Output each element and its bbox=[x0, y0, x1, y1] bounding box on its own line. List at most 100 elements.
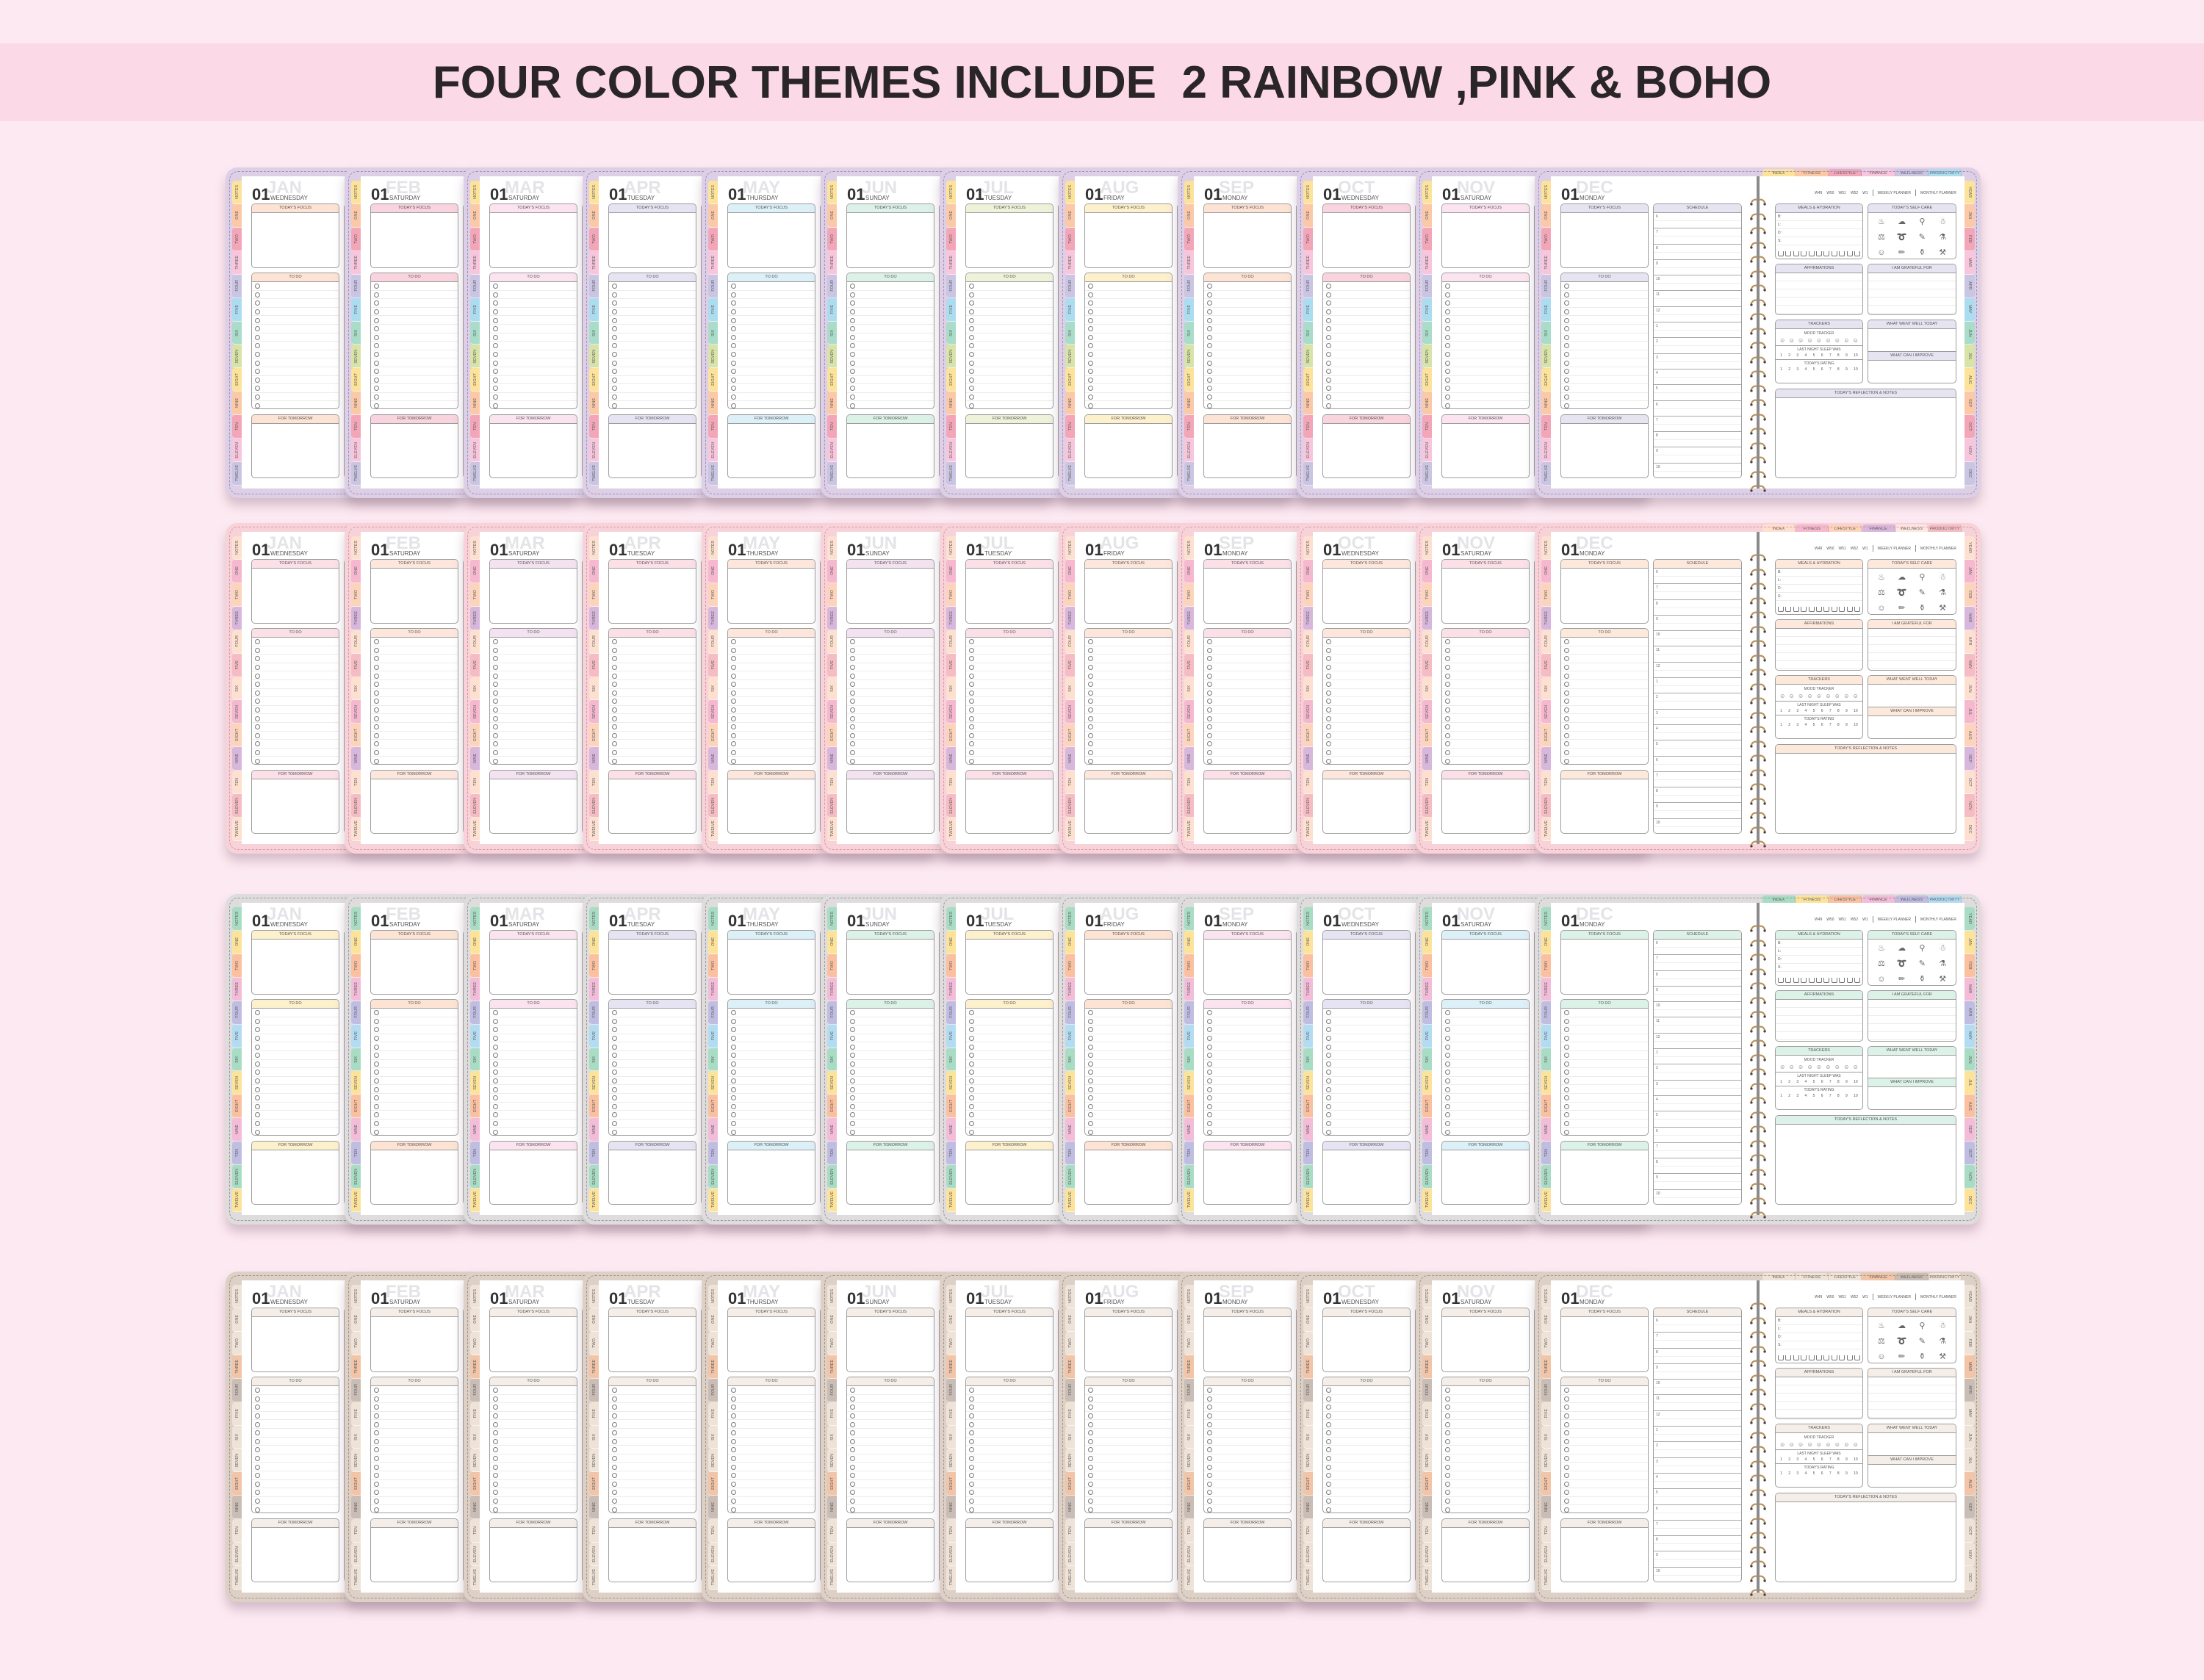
checkbox-circle-icon[interactable] bbox=[493, 1027, 498, 1032]
todo-item[interactable] bbox=[252, 714, 339, 723]
side-tab-three[interactable]: THREE bbox=[1422, 607, 1433, 630]
todo-item[interactable] bbox=[966, 1103, 1053, 1111]
side-tab-ten[interactable]: TEN bbox=[351, 771, 361, 794]
mood-face-icon[interactable]: ☺ bbox=[1789, 693, 1795, 699]
week-link[interactable]: W49 bbox=[1815, 547, 1822, 551]
todo-item[interactable] bbox=[371, 706, 458, 715]
todo-item[interactable] bbox=[1561, 638, 1648, 646]
sleep-rating-option[interactable]: 3 bbox=[1796, 353, 1798, 358]
todo-item[interactable] bbox=[847, 308, 934, 317]
side-tab-five[interactable]: FIVE bbox=[1541, 1025, 1552, 1048]
checkbox-circle-icon[interactable] bbox=[255, 1027, 260, 1032]
todo-item[interactable] bbox=[252, 358, 339, 367]
todo-item[interactable] bbox=[1442, 350, 1529, 359]
todo-item[interactable] bbox=[609, 1034, 696, 1043]
todo-item[interactable] bbox=[609, 646, 696, 655]
todo-item[interactable] bbox=[252, 1488, 339, 1497]
side-tab-seven[interactable]: SEVEN bbox=[1065, 1071, 1076, 1095]
todo-item[interactable] bbox=[728, 706, 815, 715]
for-tomorrow-box[interactable]: FOR TOMORROW bbox=[608, 414, 696, 478]
schedule-slot[interactable]: 2 bbox=[1654, 693, 1741, 709]
todo-box[interactable]: TO DO bbox=[251, 1377, 339, 1513]
side-tab-nine[interactable]: NINE bbox=[1422, 747, 1433, 771]
checkbox-circle-icon[interactable] bbox=[612, 1061, 617, 1067]
went-well-area[interactable] bbox=[1868, 329, 1956, 352]
checkbox-circle-icon[interactable] bbox=[1207, 716, 1212, 721]
checkbox-circle-icon[interactable] bbox=[850, 1019, 855, 1024]
todo-item[interactable] bbox=[1204, 1017, 1291, 1026]
todo-item[interactable] bbox=[252, 1094, 339, 1103]
checkbox-circle-icon[interactable] bbox=[374, 1388, 379, 1393]
month-tab-sep[interactable]: SEP bbox=[1964, 747, 1975, 771]
todo-item[interactable] bbox=[1204, 1120, 1291, 1128]
todo-item[interactable] bbox=[252, 638, 339, 646]
side-tab-twelve[interactable]: TWELVE bbox=[827, 1189, 838, 1212]
side-tab-five[interactable]: FIVE bbox=[708, 298, 719, 322]
todo-item[interactable] bbox=[1323, 663, 1410, 672]
water-glass-icon[interactable] bbox=[1823, 978, 1829, 983]
todo-item[interactable] bbox=[609, 740, 696, 749]
checkbox-circle-icon[interactable] bbox=[1445, 1130, 1450, 1135]
todo-item[interactable] bbox=[728, 1025, 815, 1034]
todo-item[interactable] bbox=[252, 1060, 339, 1069]
checkbox-circle-icon[interactable] bbox=[1207, 284, 1212, 289]
todo-item[interactable] bbox=[1085, 342, 1172, 350]
checkbox-circle-icon[interactable] bbox=[1326, 750, 1331, 755]
side-tab-twelve[interactable]: TWELVE bbox=[1065, 818, 1076, 841]
side-tab-one[interactable]: ONE bbox=[1184, 560, 1195, 583]
checkbox-circle-icon[interactable] bbox=[255, 309, 260, 314]
todo-item[interactable] bbox=[966, 646, 1053, 655]
todo-item[interactable] bbox=[966, 689, 1053, 698]
schedule-slot[interactable]: 4 bbox=[1654, 725, 1741, 740]
schedule-slot[interactable]: 8 bbox=[1654, 971, 1741, 987]
water-glass-icon[interactable] bbox=[1832, 251, 1837, 256]
todo-item[interactable] bbox=[966, 1060, 1053, 1069]
side-tab-twelve[interactable]: TWELVE bbox=[1184, 462, 1195, 486]
checkbox-circle-icon[interactable] bbox=[1326, 318, 1331, 323]
todo-item[interactable] bbox=[847, 342, 934, 350]
side-tab-twelve[interactable]: TWELVE bbox=[827, 462, 838, 486]
todo-item[interactable] bbox=[252, 1463, 339, 1471]
side-tab-five[interactable]: FIVE bbox=[708, 1025, 719, 1048]
checkbox-circle-icon[interactable] bbox=[1088, 1027, 1093, 1032]
checkbox-circle-icon[interactable] bbox=[612, 386, 617, 391]
todo-item[interactable] bbox=[728, 1042, 815, 1051]
checkbox-circle-icon[interactable] bbox=[1564, 318, 1569, 323]
todo-item[interactable] bbox=[1204, 367, 1291, 376]
month-tab-dec[interactable]: DEC bbox=[1964, 462, 1975, 486]
checkbox-circle-icon[interactable] bbox=[1445, 343, 1450, 348]
side-tab-seven[interactable]: SEVEN bbox=[1303, 700, 1314, 724]
side-tab-two[interactable]: TWO bbox=[589, 954, 599, 978]
checkbox-circle-icon[interactable] bbox=[1207, 361, 1212, 366]
checkbox-circle-icon[interactable] bbox=[493, 1095, 498, 1100]
checkbox-circle-icon[interactable] bbox=[1326, 284, 1331, 289]
side-tab-five[interactable]: FIVE bbox=[1422, 654, 1433, 677]
side-tab-eleven[interactable]: ELEVEN bbox=[827, 1165, 838, 1189]
checkbox-circle-icon[interactable] bbox=[1445, 699, 1450, 704]
todo-box[interactable]: TO DO bbox=[846, 273, 934, 409]
todo-item[interactable] bbox=[1323, 308, 1410, 317]
side-tab-ten[interactable]: TEN bbox=[232, 771, 242, 794]
monthly-planner-link[interactable]: MONTHLY PLANNER bbox=[1920, 917, 1956, 922]
month-tab-sep[interactable]: SEP bbox=[1964, 392, 1975, 415]
month-tab-apr[interactable]: APR bbox=[1964, 275, 1975, 298]
for-tomorrow-box[interactable]: FOR TOMORROW bbox=[489, 1141, 577, 1205]
checkbox-circle-icon[interactable] bbox=[1207, 378, 1212, 383]
todo-item[interactable] bbox=[847, 663, 934, 672]
side-tab-eight[interactable]: EIGHT bbox=[1303, 368, 1314, 392]
todo-item[interactable] bbox=[1323, 342, 1410, 350]
writing-line[interactable] bbox=[1776, 1008, 1862, 1016]
week-link[interactable]: W50 bbox=[1826, 547, 1834, 551]
todo-item[interactable] bbox=[1561, 749, 1648, 757]
checkbox-circle-icon[interactable] bbox=[1088, 1019, 1093, 1024]
month-tab-aug[interactable]: AUG bbox=[1964, 724, 1975, 747]
schedule-slot[interactable]: 4 bbox=[1654, 369, 1741, 385]
writing-line[interactable] bbox=[1776, 289, 1862, 298]
todo-item[interactable] bbox=[1323, 638, 1410, 646]
schedule-slot[interactable]: 3 bbox=[1654, 354, 1741, 369]
checkbox-circle-icon[interactable] bbox=[612, 1010, 617, 1015]
todo-item[interactable] bbox=[490, 1068, 577, 1077]
todo-item[interactable] bbox=[847, 1025, 934, 1034]
for-tomorrow-box[interactable]: FOR TOMORROW bbox=[1441, 1141, 1530, 1205]
side-tab-one[interactable]: ONE bbox=[708, 204, 719, 228]
